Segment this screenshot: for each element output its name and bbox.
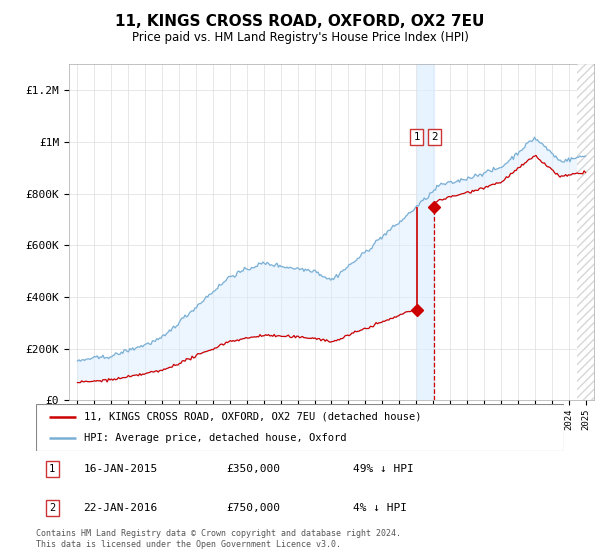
Text: £350,000: £350,000 (226, 464, 280, 474)
Text: 2: 2 (49, 503, 55, 513)
Text: 11, KINGS CROSS ROAD, OXFORD, OX2 7EU: 11, KINGS CROSS ROAD, OXFORD, OX2 7EU (115, 14, 485, 29)
FancyBboxPatch shape (36, 404, 564, 451)
Text: HPI: Average price, detached house, Oxford: HPI: Average price, detached house, Oxfo… (83, 433, 346, 444)
Text: Price paid vs. HM Land Registry's House Price Index (HPI): Price paid vs. HM Land Registry's House … (131, 31, 469, 44)
Text: 1: 1 (49, 464, 55, 474)
Text: 2: 2 (431, 132, 437, 142)
Bar (417, 64, 434, 400)
Text: 4% ↓ HPI: 4% ↓ HPI (353, 503, 407, 513)
Text: 1: 1 (413, 132, 420, 142)
Text: 49% ↓ HPI: 49% ↓ HPI (353, 464, 413, 474)
Text: 16-JAN-2015: 16-JAN-2015 (83, 464, 158, 474)
Text: Contains HM Land Registry data © Crown copyright and database right 2024.
This d: Contains HM Land Registry data © Crown c… (36, 529, 401, 549)
Text: 11, KINGS CROSS ROAD, OXFORD, OX2 7EU (detached house): 11, KINGS CROSS ROAD, OXFORD, OX2 7EU (d… (83, 412, 421, 422)
Text: £750,000: £750,000 (226, 503, 280, 513)
Text: 22-JAN-2016: 22-JAN-2016 (83, 503, 158, 513)
